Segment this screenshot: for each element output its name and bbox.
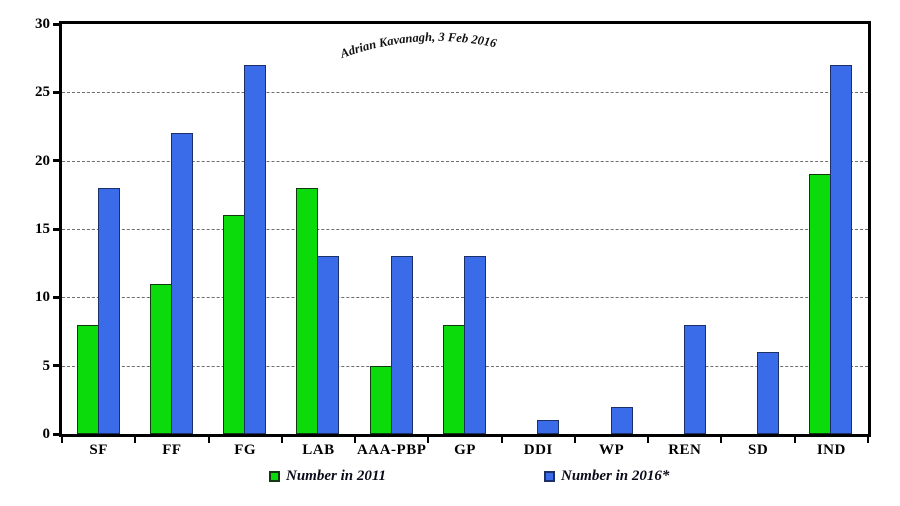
legend-label-2016: Number in 2016* xyxy=(561,468,670,484)
x-axis-label-REN: REN xyxy=(668,442,702,458)
y-axis-label-15: 15 xyxy=(35,221,50,237)
bar-2011-IND xyxy=(809,174,832,434)
bar-2011-GP xyxy=(443,324,465,434)
bar-2011-AAA-PBP xyxy=(369,365,392,434)
bar-2016-DDI xyxy=(537,420,560,434)
bar-2016-AAA-PBP xyxy=(390,256,413,434)
y-tick-mark-25 xyxy=(53,90,61,94)
y-tick-mark-10 xyxy=(53,295,61,299)
y-axis-label-5: 5 xyxy=(42,357,51,374)
y-axis-label-20: 20 xyxy=(35,152,50,169)
y-axis-label-10: 10 xyxy=(35,289,50,306)
bar-2011-SF xyxy=(76,324,99,434)
gridline-y20 xyxy=(62,160,868,162)
bar-2016-GP xyxy=(464,256,486,434)
bar-2016-LAB xyxy=(317,256,340,434)
x-axis-label-WP: WP xyxy=(598,442,625,458)
x-axis-label-GP: GP xyxy=(454,442,476,458)
x-tick-mark-7 xyxy=(573,437,576,443)
x-axis-label-DDI: DDI xyxy=(523,442,553,458)
x-tick-mark-1 xyxy=(134,437,137,443)
bar-2011-LAB xyxy=(296,188,319,434)
x-tick-mark-2 xyxy=(207,437,210,443)
legend-swatch-2011 xyxy=(269,471,280,482)
gridline-y25 xyxy=(62,92,868,94)
x-tick-mark-6 xyxy=(500,437,503,443)
x-axis-label-FG: FG xyxy=(234,442,257,458)
y-tick-mark-30 xyxy=(53,22,61,26)
bar-2016-WP xyxy=(610,406,633,434)
y-tick-mark-0 xyxy=(53,432,61,436)
legend-label-2011: Number in 2011 xyxy=(286,468,387,484)
legend-swatch-2016 xyxy=(544,471,555,482)
x-tick-mark-3 xyxy=(280,437,283,443)
y-tick-mark-15 xyxy=(53,227,61,231)
gridline-y15 xyxy=(62,229,868,230)
bar-2016-REN xyxy=(683,324,706,434)
x-tick-mark-8 xyxy=(647,437,650,443)
y-axis-label-30: 30 xyxy=(35,16,50,32)
x-tick-mark-10 xyxy=(793,437,796,443)
y-axis-label-0: 0 xyxy=(42,426,51,442)
bar-2011-FG xyxy=(223,215,246,434)
plot-area xyxy=(59,21,871,437)
bar-2016-SF xyxy=(97,188,120,434)
x-tick-mark-0 xyxy=(61,437,63,443)
y-axis-label-25: 25 xyxy=(35,84,50,101)
legend-item-2011: Number in 2011 xyxy=(269,468,386,485)
x-tick-mark-11 xyxy=(867,437,869,443)
legend-item-2016: Number in 2016* xyxy=(544,468,669,485)
bar-2016-SD xyxy=(757,352,780,434)
x-axis-label-SF: SF xyxy=(89,442,108,458)
x-axis-label-IND: IND xyxy=(816,442,846,458)
bar-2016-FF xyxy=(170,133,193,434)
y-tick-mark-5 xyxy=(53,364,61,368)
x-axis-label-AAA-PBP: AAA-PBP xyxy=(357,442,427,458)
x-axis-label-FF: FF xyxy=(162,442,182,458)
x-axis-label-SD: SD xyxy=(747,442,769,458)
x-axis-label-LAB: LAB xyxy=(302,442,335,458)
bar-2011-FF xyxy=(149,283,172,434)
y-tick-mark-20 xyxy=(53,159,61,163)
x-tick-mark-9 xyxy=(720,437,723,443)
bar-2016-IND xyxy=(830,65,853,434)
x-tick-mark-4 xyxy=(354,437,357,443)
bar-2016-FG xyxy=(244,65,267,434)
annotation-text: Adrian Kavanagh, 3 Feb 2016 xyxy=(338,30,499,61)
x-tick-mark-5 xyxy=(427,437,430,443)
annotation-arc-text: Adrian Kavanagh, 3 Feb 2016 xyxy=(338,30,499,61)
